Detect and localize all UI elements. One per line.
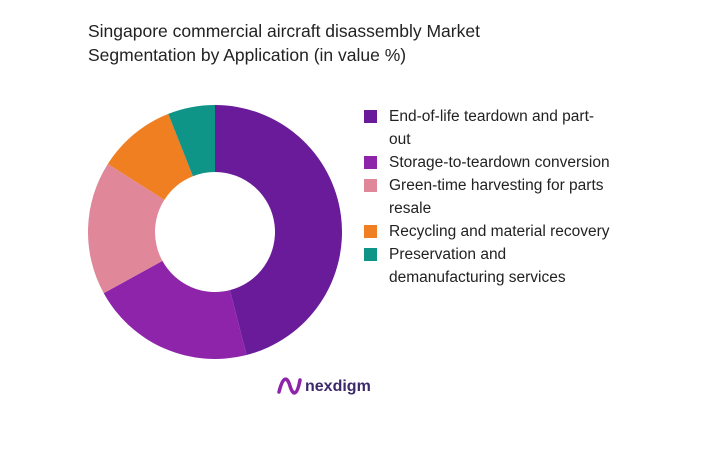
slice <box>168 105 215 177</box>
legend-label: Preservation and demanufacturing service… <box>389 246 566 286</box>
legend-label: Recycling and material recovery <box>389 223 610 240</box>
slice <box>103 260 247 360</box>
legend: End-of-life teardown and part-out Storage… <box>364 105 614 289</box>
legend-swatch <box>364 179 377 192</box>
slice <box>87 163 165 294</box>
legend-swatch <box>364 225 377 238</box>
legend-swatch <box>364 110 377 123</box>
legend-item: End-of-life teardown and part-out <box>364 105 614 151</box>
slice <box>107 113 193 200</box>
legend-swatch <box>364 248 377 261</box>
chart-title: Singapore commercial aircraft disassembl… <box>88 21 480 65</box>
legend-item: Green-time harvesting for parts resale <box>364 174 614 220</box>
brand-icon <box>277 377 302 395</box>
donut <box>87 105 342 360</box>
legend-swatch <box>364 156 377 169</box>
legend-item: Preservation and demanufacturing service… <box>364 243 614 289</box>
brand-name: nexdigm <box>305 378 371 395</box>
legend-label: End-of-life teardown and part-out <box>389 108 595 148</box>
legend-item: Recycling and material recovery <box>364 220 614 243</box>
legend-label: Green-time harvesting for parts resale <box>389 177 604 217</box>
slice <box>215 105 342 356</box>
legend-label: Storage-to-teardown conversion <box>389 154 610 171</box>
legend-item: Storage-to-teardown conversion <box>364 151 614 174</box>
